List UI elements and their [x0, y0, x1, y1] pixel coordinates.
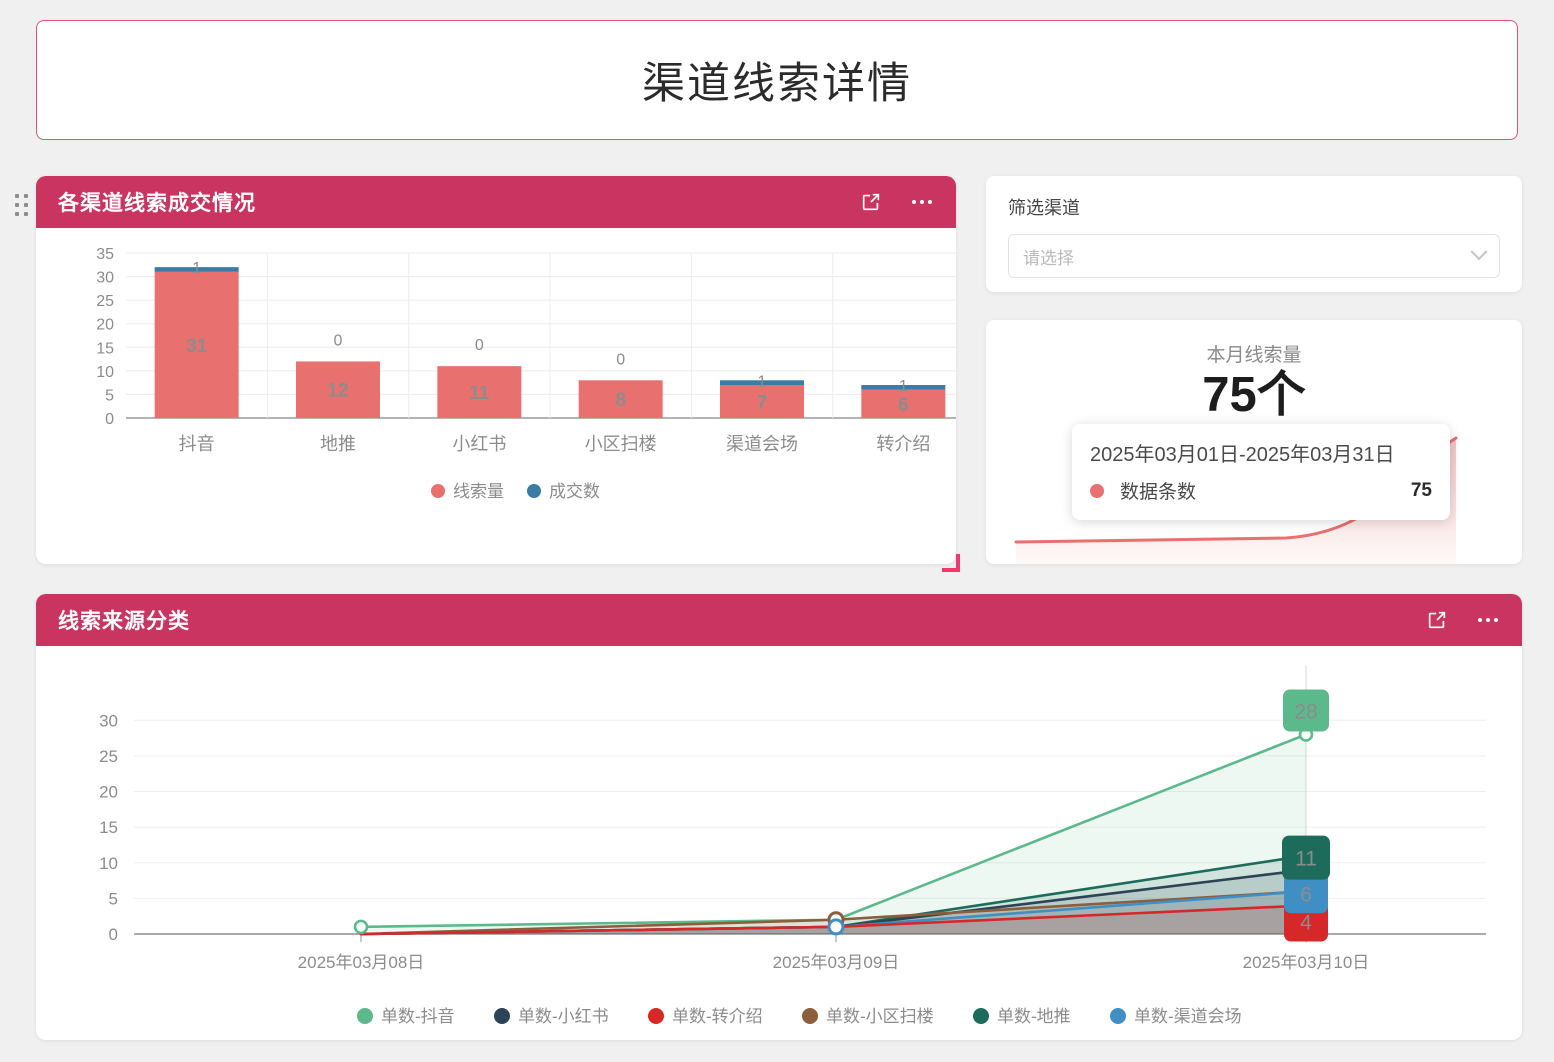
svg-text:单数-地推: 单数-地推 [997, 1007, 1071, 1026]
chevron-down-icon [1470, 243, 1488, 261]
svg-text:12: 12 [327, 381, 348, 402]
drag-handle-icon[interactable] [14, 192, 30, 218]
svg-text:单数-小区扫楼: 单数-小区扫楼 [826, 1007, 934, 1026]
svg-text:5: 5 [109, 889, 118, 908]
legend-dot-icon [1090, 483, 1104, 498]
svg-text:11: 11 [469, 383, 490, 404]
kpi-tooltip-series-value: 75 [1410, 479, 1432, 501]
svg-text:5: 5 [105, 387, 114, 404]
panel-channel-filter: 筛选渠道 请选择 [986, 176, 1522, 292]
ellipsis-dot [1494, 618, 1498, 622]
channel-select-placeholder: 请选择 [1023, 248, 1074, 268]
resize-handle-icon[interactable] [942, 554, 960, 572]
svg-text:8: 8 [615, 390, 626, 411]
card-lead-source-chart: 线索来源分类 0 5 10 15 20 25 30 2025年03月08日 2025年03月09… [36, 594, 1522, 1040]
svg-text:6: 6 [898, 395, 909, 416]
kpi-value: 75个 [1202, 368, 1306, 422]
svg-text:15: 15 [99, 818, 118, 837]
card-header-line: 线索来源分类 [36, 594, 1522, 646]
external-link-icon[interactable] [1426, 609, 1448, 631]
svg-text:单数-渠道会场: 单数-渠道会场 [1134, 1007, 1242, 1026]
svg-text:0: 0 [109, 925, 118, 944]
svg-text:0: 0 [475, 337, 484, 354]
ellipsis-dot [1486, 618, 1490, 622]
svg-text:单数-转介绍: 单数-转介绍 [672, 1007, 763, 1026]
drag-dot [24, 211, 28, 216]
svg-text:30: 30 [96, 270, 114, 287]
svg-text:25: 25 [96, 293, 114, 310]
channel-select[interactable]: 请选择 [1008, 234, 1500, 278]
panel-monthly-lead-kpi: 本月线索量 75个 2025年03月01日-2025年03月31日 数据条数 7… [986, 320, 1522, 564]
svg-text:抖音: 抖音 [179, 434, 215, 454]
filter-inner: 筛选渠道 请选择 [986, 176, 1522, 278]
external-link-icon[interactable] [860, 191, 882, 213]
drag-dot [24, 202, 28, 207]
card-header-bar: 各渠道线索成交情况 [36, 176, 956, 228]
more-ellipsis-icon[interactable] [1476, 612, 1500, 628]
ellipsis-dot [920, 200, 924, 204]
drag-dot [15, 193, 19, 198]
drag-dot [15, 202, 19, 207]
card-channel-deal-chart: 各渠道线索成交情况 0 5 10 15 20 25 30 35 31 1 抖音 12 0 地推 11 0 小红书… [36, 176, 960, 572]
svg-text:2025年03月08日: 2025年03月08日 [298, 953, 425, 972]
svg-text:20: 20 [99, 783, 118, 802]
svg-text:0: 0 [105, 411, 114, 428]
svg-text:小区扫楼: 小区扫楼 [585, 434, 657, 454]
svg-text:渠道会场: 渠道会场 [726, 434, 798, 454]
svg-text:单数-抖音: 单数-抖音 [381, 1007, 455, 1026]
svg-text:2025年03月10日: 2025年03月10日 [1243, 953, 1370, 972]
svg-text:1: 1 [758, 373, 767, 390]
card-title-bar: 各渠道线索成交情况 [58, 192, 256, 215]
svg-text:4: 4 [1300, 912, 1312, 935]
svg-text:30: 30 [99, 711, 118, 730]
kpi-tooltip-series-name: 数据条数 [1120, 482, 1197, 503]
bar-chart-svg[interactable]: 0 5 10 15 20 25 30 35 31 1 抖音 12 0 地推 11 0 小红书 8 0 小区扫楼 7 1 渠道… [36, 228, 956, 564]
card-header-actions-bar [860, 191, 934, 213]
svg-text:10: 10 [99, 854, 118, 873]
svg-text:1: 1 [899, 378, 908, 395]
svg-text:0: 0 [334, 332, 343, 349]
page-title: 渠道线索详情 [642, 60, 912, 108]
svg-text:6: 6 [1300, 883, 1312, 906]
svg-text:15: 15 [96, 340, 114, 357]
svg-text:31: 31 [186, 336, 208, 357]
card-title-line: 线索来源分类 [58, 610, 190, 633]
kpi-label: 本月线索量 [1206, 345, 1302, 366]
page-title-banner: 渠道线索详情 [36, 20, 1518, 140]
svg-text:35: 35 [96, 246, 114, 263]
drag-dot [15, 211, 19, 216]
svg-text:转介绍: 转介绍 [876, 434, 930, 454]
svg-text:线索量: 线索量 [453, 482, 504, 501]
svg-text:10: 10 [96, 364, 114, 381]
svg-text:地推: 地推 [320, 434, 356, 454]
svg-text:2025年03月09日: 2025年03月09日 [773, 953, 900, 972]
svg-text:11: 11 [1295, 848, 1317, 871]
svg-text:7: 7 [757, 393, 768, 414]
svg-text:1: 1 [192, 260, 201, 277]
svg-text:0: 0 [616, 351, 625, 368]
svg-text:20: 20 [96, 317, 114, 334]
ellipsis-dot [928, 200, 932, 204]
filter-label: 筛选渠道 [1008, 198, 1080, 218]
ellipsis-dot [1478, 618, 1482, 622]
svg-text:小红书: 小红书 [452, 434, 506, 454]
kpi-tooltip-range: 2025年03月01日-2025年03月31日 [1090, 444, 1395, 466]
kpi-tooltip: 2025年03月01日-2025年03月31日 数据条数 75 [1072, 424, 1450, 520]
svg-text:28: 28 [1294, 701, 1317, 724]
line-chart-svg[interactable]: 0 5 10 15 20 25 30 2025年03月08日 2025年03月09日 2025年0… [36, 646, 1522, 1040]
kpi-tooltip-row: 数据条数 75 [1090, 477, 1432, 504]
bar-chart-body: 0 5 10 15 20 25 30 35 31 1 抖音 12 0 地推 11 0 小红书 8 0 小区扫楼 7 1 渠道… [36, 228, 956, 564]
line-chart-body: 0 5 10 15 20 25 30 2025年03月08日 2025年03月09日 2025年0… [36, 646, 1522, 1040]
svg-text:成交数: 成交数 [549, 482, 600, 501]
more-ellipsis-icon[interactable] [910, 194, 934, 210]
ellipsis-dot [912, 200, 916, 204]
svg-text:单数-小红书: 单数-小红书 [518, 1007, 609, 1026]
card-header-actions-line [1426, 609, 1500, 631]
drag-dot [24, 193, 28, 198]
svg-text:25: 25 [99, 747, 118, 766]
